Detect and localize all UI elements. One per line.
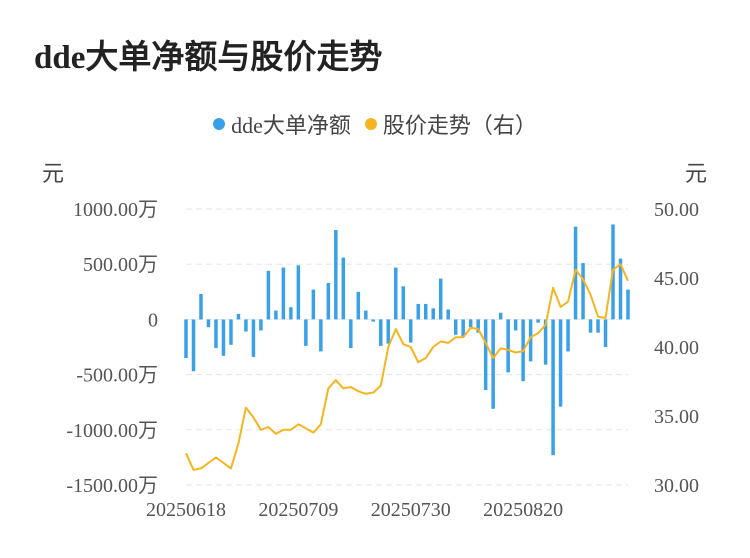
y-right-tick-label: 40.00 xyxy=(654,337,699,359)
dde-bar xyxy=(206,319,211,328)
legend-item-dde[interactable]: dde大单净额 xyxy=(213,108,351,140)
dde-bar xyxy=(259,319,263,331)
dde-bar xyxy=(483,319,488,391)
dde-bar xyxy=(266,270,271,320)
dde-bar xyxy=(588,319,593,333)
dde-bar xyxy=(536,319,540,323)
dde-bar xyxy=(244,319,248,332)
y-left-tick-label: 0 xyxy=(148,309,158,331)
dde-bar xyxy=(416,303,420,320)
y-left-unit: 元 xyxy=(42,161,65,186)
dde-bar xyxy=(506,319,510,373)
dde-bar xyxy=(596,319,600,333)
y-right-tick-label: 35.00 xyxy=(654,406,699,428)
y-right-unit: 元 xyxy=(685,161,708,186)
dde-bar xyxy=(423,303,428,320)
dde-bar xyxy=(251,319,256,357)
dde-bar xyxy=(618,258,623,320)
dde-bar xyxy=(566,319,570,352)
dde-bar xyxy=(379,319,383,346)
dde-bar xyxy=(446,309,450,320)
dde-bar xyxy=(386,319,391,344)
dde-bar xyxy=(468,319,473,328)
dde-bar xyxy=(453,319,458,335)
price-line xyxy=(185,263,629,471)
dde-bar xyxy=(304,319,308,346)
dde-bar xyxy=(513,319,518,331)
legend-marker-dde xyxy=(213,118,226,130)
dde-bar xyxy=(341,257,346,320)
dde-bar xyxy=(491,319,495,409)
legend: dde大单净额 股价走势（右） xyxy=(0,108,750,140)
dde-bar xyxy=(394,267,398,320)
x-tick-label: 20250709 xyxy=(258,499,338,521)
y-right-tick-label: 45.00 xyxy=(654,268,699,290)
dde-bar xyxy=(438,278,443,320)
dde-bar xyxy=(289,307,293,320)
x-tick-label: 20250820 xyxy=(483,499,563,521)
dde-bar xyxy=(311,289,316,320)
dde-bar xyxy=(296,265,301,320)
dde-bar xyxy=(551,319,555,456)
y-right-tick-label: 30.00 xyxy=(654,475,699,497)
y-left-tick-label: -1500.00万 xyxy=(66,475,158,497)
dde-bar xyxy=(334,229,338,320)
legend-item-price[interactable]: 股价走势（右） xyxy=(364,108,537,140)
x-tick-label: 20250730 xyxy=(371,499,451,521)
dde-bar xyxy=(214,319,218,349)
dde-bar xyxy=(498,312,503,320)
dde-bar xyxy=(349,319,353,349)
dde-bar xyxy=(221,319,226,356)
y-left-tick-label: -500.00万 xyxy=(76,365,158,387)
dde-bar xyxy=(229,319,233,345)
dde-bar xyxy=(431,308,435,320)
dde-bar xyxy=(236,313,241,320)
dde-bar xyxy=(364,310,368,320)
x-tick-label: 20250618 xyxy=(146,499,226,521)
legend-label-dde: dde大单净额 xyxy=(231,113,351,138)
dde-bar xyxy=(476,319,480,333)
dde-bar xyxy=(281,267,286,320)
dde-bar xyxy=(274,310,278,320)
dde-bar xyxy=(319,319,323,352)
dde-bar xyxy=(408,319,413,343)
dde-bar xyxy=(326,282,331,320)
dde-bar xyxy=(603,319,608,347)
y-left-tick-label: 500.00万 xyxy=(83,254,158,276)
dde-bar xyxy=(543,319,548,365)
y-left-tick-label: -1000.00万 xyxy=(66,420,158,442)
dde-bar xyxy=(401,286,406,320)
dde-bar xyxy=(199,294,203,320)
dde-bar xyxy=(356,291,361,320)
dde-bar xyxy=(191,319,196,372)
legend-label-price: 股价走势（右） xyxy=(382,113,537,138)
y-left-tick-label: 1000.00万 xyxy=(73,199,158,221)
dde-bar xyxy=(558,319,563,407)
chart-title: dde大单净额与股价走势 xyxy=(34,40,383,76)
dde-bar xyxy=(371,319,376,322)
dde-bar xyxy=(528,319,533,362)
dde-bar xyxy=(461,319,465,338)
y-right-tick-label: 50.00 xyxy=(654,199,699,221)
dde-bar xyxy=(626,289,630,320)
dde-bar xyxy=(581,263,585,320)
dde-bar xyxy=(184,319,188,359)
legend-marker-price xyxy=(364,118,377,130)
